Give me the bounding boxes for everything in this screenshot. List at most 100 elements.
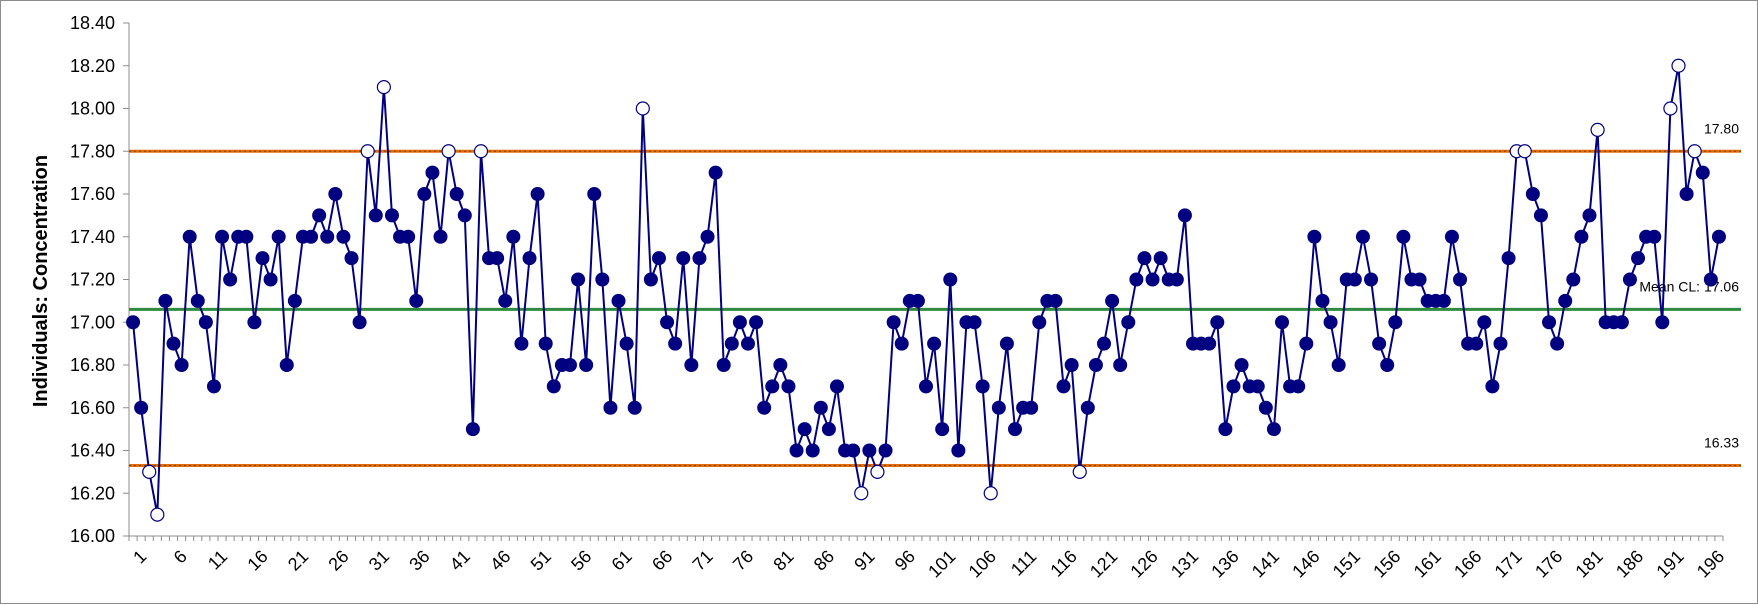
out-of-control-point xyxy=(1517,144,1532,159)
x-tick-label: 81 xyxy=(769,546,797,574)
data-point xyxy=(716,358,731,372)
data-point xyxy=(1088,358,1103,372)
data-point xyxy=(1315,293,1330,308)
data-point xyxy=(425,165,440,180)
data-point xyxy=(1703,272,1718,287)
out-of-control-point xyxy=(854,486,869,501)
data-point xyxy=(660,315,675,330)
y-tick-label: 17.80 xyxy=(70,141,115,161)
data-point xyxy=(975,379,990,394)
data-point xyxy=(789,443,804,458)
data-point xyxy=(1210,315,1225,330)
x-tick-label: 71 xyxy=(689,546,717,574)
data-point xyxy=(1622,272,1637,287)
lcl-label: 16.33 xyxy=(1704,434,1739,450)
data-point xyxy=(1469,336,1484,351)
data-point xyxy=(1355,229,1370,244)
data-point xyxy=(320,229,335,244)
data-point xyxy=(611,293,626,308)
data-point xyxy=(1364,272,1379,287)
data-point xyxy=(862,443,877,458)
data-point xyxy=(749,315,764,330)
x-tick-label: 66 xyxy=(648,546,676,574)
data-point xyxy=(498,293,513,308)
x-tick-label: 56 xyxy=(567,546,595,574)
data-point xyxy=(1493,336,1508,351)
data-point xyxy=(166,336,181,351)
y-axis-title: Individuals: Concentration xyxy=(30,155,52,407)
data-point xyxy=(1177,208,1192,223)
x-tick-label: 1 xyxy=(129,546,150,567)
data-point xyxy=(1679,187,1694,201)
y-tick-label: 18.40 xyxy=(70,13,115,33)
x-tick-label: 156 xyxy=(1369,546,1404,581)
data-point xyxy=(1331,358,1346,372)
data-point xyxy=(1080,400,1095,415)
data-point xyxy=(1121,315,1136,330)
data-point xyxy=(1137,251,1152,266)
x-tick-label: 86 xyxy=(810,546,838,574)
data-point xyxy=(1347,272,1362,287)
data-point xyxy=(708,165,723,180)
data-point xyxy=(1153,251,1168,266)
data-point xyxy=(522,251,537,266)
y-tick-label: 17.00 xyxy=(70,312,115,332)
data-point xyxy=(530,187,545,201)
data-point xyxy=(328,187,343,201)
data-point xyxy=(846,443,861,458)
data-point xyxy=(943,272,958,287)
out-of-control-point xyxy=(1687,144,1702,159)
data-point xyxy=(821,422,836,437)
y-tick-label: 17.60 xyxy=(70,184,115,204)
data-point xyxy=(700,229,715,244)
data-point xyxy=(1258,400,1273,415)
x-tick-label: 11 xyxy=(204,546,231,573)
data-point xyxy=(910,293,925,308)
data-point xyxy=(1372,336,1387,351)
data-point xyxy=(1097,336,1112,351)
y-tick-label: 16.00 xyxy=(70,526,115,546)
x-tick-label: 136 xyxy=(1207,546,1242,581)
data-point xyxy=(740,336,755,351)
y-tick-label: 16.20 xyxy=(70,483,115,503)
data-point xyxy=(1477,315,1492,330)
x-tick-label: 116 xyxy=(1046,546,1080,580)
x-tick-label: 126 xyxy=(1126,546,1161,581)
data-point xyxy=(401,229,416,244)
data-point xyxy=(198,315,213,330)
data-point xyxy=(1056,379,1071,394)
data-point xyxy=(991,400,1006,415)
data-point xyxy=(1275,315,1290,330)
data-point xyxy=(1024,400,1039,415)
data-point xyxy=(1647,229,1662,244)
data-point xyxy=(271,229,286,244)
data-point xyxy=(1105,293,1120,308)
x-tick-label: 171 xyxy=(1491,546,1526,581)
data-point xyxy=(1291,379,1306,394)
data-point xyxy=(465,422,480,437)
x-tick-label: 181 xyxy=(1571,546,1606,581)
data-point xyxy=(409,293,424,308)
x-tick-label: 111 xyxy=(1007,546,1040,579)
out-of-control-point xyxy=(1072,464,1087,479)
data-point xyxy=(312,208,327,223)
x-tick-label: 96 xyxy=(891,546,919,574)
data-point xyxy=(773,358,788,372)
x-tick-label: 36 xyxy=(405,546,433,574)
data-point xyxy=(627,400,642,415)
data-point xyxy=(1436,293,1451,308)
x-tick-label: 146 xyxy=(1288,546,1323,581)
data-point xyxy=(433,229,448,244)
data-point xyxy=(1008,422,1023,437)
y-tick-label: 16.80 xyxy=(70,355,115,375)
data-point xyxy=(1250,379,1265,394)
data-point xyxy=(1388,315,1403,330)
data-point xyxy=(206,379,221,394)
data-point xyxy=(449,187,464,201)
data-point xyxy=(1145,272,1160,287)
data-point xyxy=(732,315,747,330)
x-tick-label: 191 xyxy=(1652,546,1687,581)
data-point xyxy=(514,336,529,351)
data-point xyxy=(595,272,610,287)
